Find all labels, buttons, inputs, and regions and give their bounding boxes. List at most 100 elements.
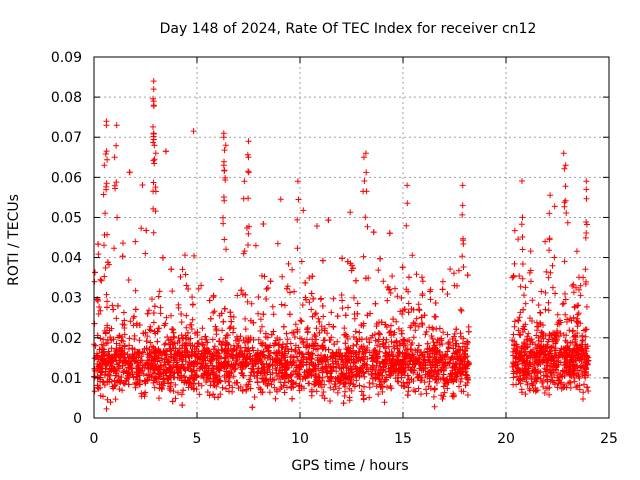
data-point — [226, 388, 232, 395]
data-point — [196, 391, 203, 398]
data-point — [322, 354, 329, 361]
data-point — [178, 391, 185, 398]
data-point — [340, 400, 347, 407]
data-point — [146, 326, 153, 333]
y-tick-label: 0.06 — [51, 170, 82, 186]
data-point — [210, 365, 217, 372]
data-point — [569, 328, 576, 335]
data-point — [529, 339, 536, 346]
data-point — [378, 319, 385, 326]
data-point — [357, 357, 364, 364]
data-point — [169, 326, 176, 333]
data-point — [214, 379, 221, 386]
data-point — [194, 343, 201, 350]
data-point — [285, 378, 292, 385]
data-point — [535, 337, 542, 344]
data-point — [318, 323, 325, 330]
data-point — [226, 382, 233, 389]
data-point — [425, 357, 432, 364]
data-point — [455, 267, 462, 274]
data-point — [460, 388, 467, 395]
data-point — [360, 154, 367, 161]
data-point — [577, 320, 584, 327]
data-point — [276, 376, 282, 382]
data-point — [292, 321, 299, 328]
data-point — [316, 319, 323, 325]
data-point — [289, 266, 296, 273]
data-point — [125, 369, 132, 376]
data-point — [215, 350, 222, 357]
data-point — [347, 209, 354, 216]
data-point — [182, 271, 189, 278]
data-point — [304, 336, 310, 343]
data-point — [439, 278, 446, 285]
data-point — [350, 342, 357, 349]
data-point — [460, 368, 467, 375]
data-point — [382, 359, 389, 366]
data-point — [354, 300, 361, 307]
data-point — [375, 391, 382, 398]
data-point — [426, 375, 433, 382]
data-point — [175, 349, 182, 356]
data-point — [354, 338, 361, 345]
data-point — [204, 373, 211, 379]
data-point — [296, 382, 303, 389]
data-point — [242, 315, 249, 322]
data-point — [233, 333, 240, 340]
data-point — [371, 331, 378, 338]
data-point — [412, 327, 419, 334]
data-point — [295, 371, 302, 378]
data-point — [192, 359, 199, 366]
data-point — [319, 257, 326, 264]
data-point — [580, 389, 587, 396]
data-point — [172, 345, 179, 352]
y-axis: 0 0.01 0.02 0.03 0.04 0.05 0.06 0.07 0.08 0.09 — [51, 50, 609, 427]
data-point — [345, 365, 352, 372]
data-point — [167, 347, 174, 353]
data-point — [206, 348, 213, 355]
data-point — [568, 354, 575, 360]
data-point — [575, 310, 582, 317]
data-point — [184, 329, 191, 336]
data-point — [311, 331, 318, 338]
data-point — [189, 316, 196, 323]
data-point — [352, 372, 359, 379]
data-point — [113, 340, 120, 347]
data-point — [549, 284, 556, 291]
y-tick-label: 0.02 — [51, 331, 82, 347]
data-point — [234, 292, 241, 299]
data-point — [117, 377, 124, 384]
data-point — [336, 385, 343, 392]
data-point — [103, 340, 110, 347]
data-point — [279, 364, 286, 371]
data-point — [405, 309, 412, 316]
data-point — [344, 258, 351, 265]
data-point — [524, 381, 531, 388]
data-point — [562, 296, 569, 303]
data-point — [151, 377, 158, 384]
data-point — [105, 348, 112, 355]
data-point — [199, 325, 206, 332]
data-point — [342, 340, 349, 347]
data-point — [353, 341, 360, 348]
data-point — [198, 350, 205, 357]
data-point — [100, 191, 107, 198]
data-point — [265, 344, 272, 351]
data-point — [309, 273, 316, 280]
data-point — [290, 359, 297, 366]
data-point — [110, 306, 117, 313]
data-point — [457, 306, 464, 313]
data-point — [327, 384, 334, 391]
data-point — [210, 378, 217, 385]
data-point — [251, 394, 258, 400]
data-point — [561, 165, 568, 172]
data-point — [136, 379, 143, 385]
data-point — [168, 266, 175, 273]
data-point — [178, 373, 184, 379]
data-point — [317, 296, 324, 303]
data-point — [344, 358, 351, 365]
data-point — [320, 313, 327, 320]
data-point — [388, 364, 395, 371]
data-point — [150, 78, 157, 85]
data-point — [164, 334, 171, 340]
